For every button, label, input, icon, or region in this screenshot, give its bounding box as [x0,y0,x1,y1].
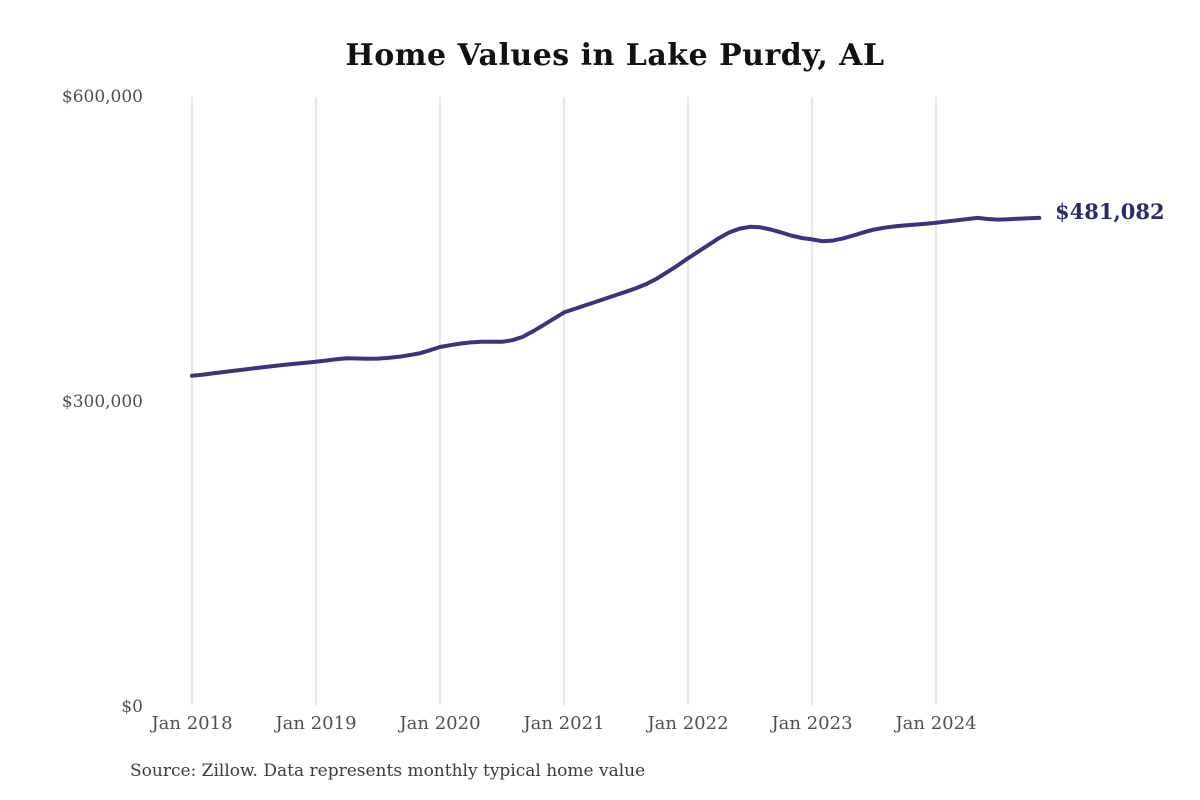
x-tick-label: Jan 2019 [275,713,357,734]
home-value-line-series [190,215,1042,378]
end-value-label: $481,082 [1055,199,1165,224]
x-tick-label: Jan 2024 [895,713,977,734]
y-tick-label: $600,000 [61,87,143,107]
x-tick-label: Jan 2021 [523,713,605,734]
y-tick-label: $300,000 [61,392,143,412]
x-tick-label: Jan 2020 [399,713,481,734]
x-tick-label: Jan 2022 [647,713,729,734]
x-tick-label: Jan 2023 [771,713,853,734]
source-note: Source: Zillow. Data represents monthly … [130,761,646,781]
y-tick-label: $0 [121,697,143,717]
chart-title: Home Values in Lake Purdy, AL [345,38,885,73]
x-tick-label: Jan 2018 [151,713,233,734]
